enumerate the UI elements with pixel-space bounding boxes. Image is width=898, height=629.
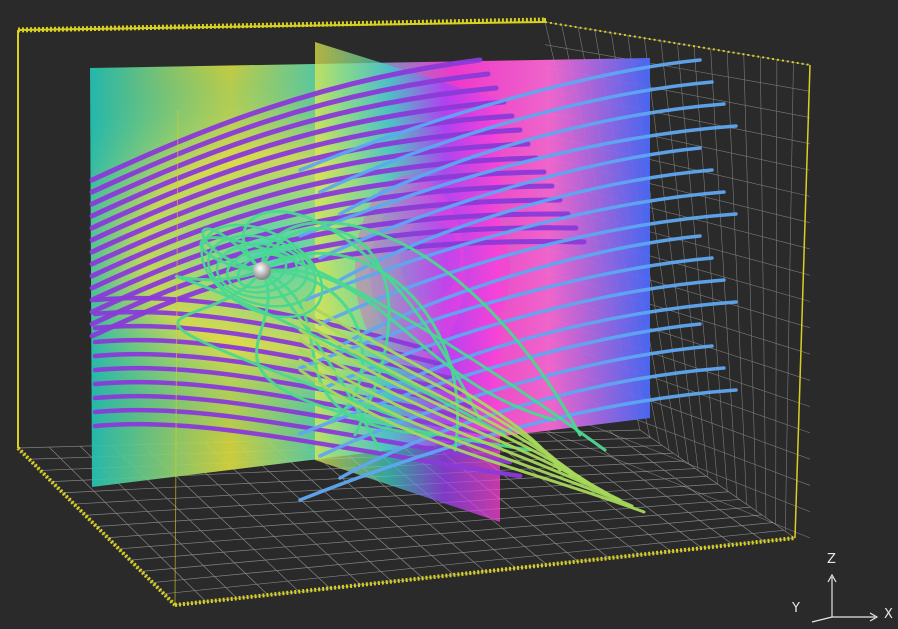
streamline-loop (200, 223, 324, 319)
x-axis-label: X (884, 607, 893, 622)
streamline (89, 197, 563, 303)
streamline (298, 338, 610, 496)
wall-grid-line (544, 44, 811, 92)
streamline-loop (236, 253, 288, 289)
streamline (298, 328, 598, 490)
streamline-loop (207, 234, 317, 308)
streamline-loop (225, 248, 299, 294)
streamline (338, 366, 726, 480)
wall-grid-line (544, 21, 811, 66)
wall-grid-line (544, 429, 811, 539)
streamline (318, 146, 702, 260)
floor-grid-line (484, 434, 641, 556)
y-axis-label: Y (791, 601, 800, 616)
streamline (298, 358, 634, 508)
floor-grid-line (266, 440, 424, 579)
planet-sphere[interactable] (253, 262, 271, 280)
z-axis-label: Z (827, 552, 836, 567)
wall-grid-line (677, 43, 718, 485)
streamline (298, 322, 702, 436)
bounding-box (16, 17, 811, 607)
streamlines (89, 57, 738, 514)
streamline (318, 344, 714, 458)
floor-grid-line (48, 446, 207, 602)
floor-grid-line (546, 432, 703, 549)
streamline (298, 388, 738, 502)
streamline (260, 269, 365, 422)
streamline (92, 421, 523, 479)
streamline (260, 226, 391, 437)
floor-grid-line (515, 433, 672, 552)
streamline (89, 183, 555, 291)
streamline (89, 57, 483, 183)
streamline (338, 168, 714, 282)
streamline (298, 368, 646, 514)
streamline (92, 365, 483, 423)
streamline (338, 102, 726, 216)
streamline (298, 348, 622, 502)
streamline (298, 190, 726, 304)
wall-grid-line (644, 38, 699, 471)
wall-grid-line (785, 62, 794, 532)
wall-grid-line (743, 54, 757, 512)
floor-grid-line (608, 430, 765, 542)
streamline (338, 234, 702, 348)
streamline (298, 318, 586, 484)
streamline-loop (215, 242, 309, 300)
streamline (89, 85, 499, 207)
wall-grid-line (660, 40, 709, 478)
streamline (89, 71, 491, 195)
streamline (255, 269, 532, 452)
streamline (298, 124, 738, 238)
streamline (260, 220, 582, 437)
streamline (89, 239, 587, 339)
streamline (298, 58, 702, 172)
wall-grid-line (726, 51, 747, 505)
streamline (89, 141, 531, 255)
streamline (92, 379, 493, 437)
wall-grid-line (710, 48, 738, 498)
streamline (89, 113, 515, 231)
streamline (89, 169, 547, 279)
floor-grid (17, 429, 796, 606)
streamline (89, 127, 523, 243)
orientation-axes (811, 573, 879, 623)
streamline (318, 80, 714, 194)
streamline (89, 99, 507, 219)
streamline (260, 268, 557, 422)
wall-grid-line (693, 46, 728, 491)
